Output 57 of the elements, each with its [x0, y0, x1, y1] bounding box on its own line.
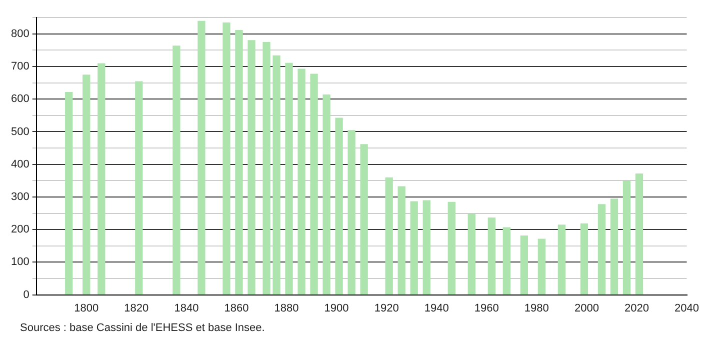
x-tick-label: 1920	[374, 302, 399, 314]
x-tick-label: 1840	[174, 302, 199, 314]
y-tick-label: 300	[10, 190, 30, 203]
bar	[520, 235, 528, 295]
bar	[422, 200, 430, 295]
bar	[488, 218, 496, 295]
bar	[538, 238, 546, 295]
bar	[385, 177, 393, 295]
bar	[360, 144, 368, 295]
bar	[580, 223, 588, 295]
bar	[248, 40, 256, 295]
bar	[310, 74, 318, 295]
x-tick-label: 1860	[224, 302, 249, 314]
x-tick-label: 1960	[474, 302, 499, 314]
bar	[410, 201, 418, 295]
y-tick-label: 0	[23, 288, 30, 301]
bar	[135, 81, 143, 295]
bar	[348, 130, 356, 295]
x-tick-label: 1940	[424, 302, 449, 314]
y-tick-label: 800	[10, 28, 30, 40]
y-tick-label: 400	[10, 158, 30, 170]
bar	[322, 94, 330, 295]
bar	[262, 42, 270, 295]
y-tick-label: 500	[10, 126, 30, 138]
y-tick-label: 200	[10, 224, 30, 236]
bar	[235, 30, 243, 295]
x-tick-label: 2000	[574, 302, 599, 314]
bar	[198, 20, 206, 295]
bar	[398, 186, 406, 295]
bar	[468, 214, 476, 295]
source-note: Sources : base Cassini de l'EHESS et base Insee.	[20, 322, 266, 334]
x-tick-label: 1800	[74, 302, 99, 314]
bar	[610, 198, 618, 295]
x-tick-label: 2020	[624, 302, 649, 314]
bar	[98, 63, 106, 295]
y-tick-label: 700	[10, 60, 30, 73]
bar	[335, 118, 343, 295]
bar	[622, 180, 631, 295]
bar	[635, 173, 644, 295]
bar	[285, 62, 293, 295]
bar	[558, 224, 566, 295]
bar	[298, 68, 306, 295]
x-tick-label: 1900	[324, 302, 349, 314]
bar	[172, 46, 180, 295]
x-tick-label: 1880	[274, 302, 299, 314]
bar	[598, 204, 606, 295]
bar	[82, 74, 90, 295]
x-tick-label: 1820	[124, 302, 149, 314]
y-tick-label: 600	[10, 93, 30, 106]
x-tick-label: 1980	[524, 302, 549, 314]
bar	[222, 22, 230, 295]
bar	[272, 55, 280, 295]
bar	[448, 202, 456, 295]
y-tick-label: 100	[10, 256, 30, 268]
bar	[65, 92, 73, 295]
bar	[502, 227, 510, 295]
x-tick-label: 2040	[674, 302, 700, 314]
